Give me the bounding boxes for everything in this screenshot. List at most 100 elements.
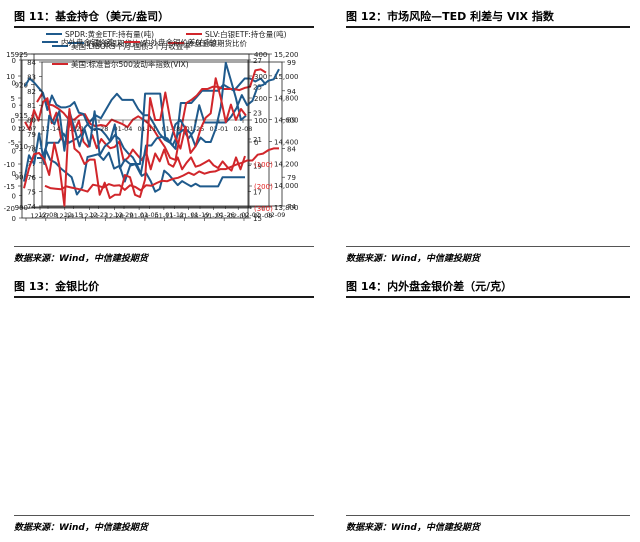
chart-panel-2-legend-label: 美国:标准普尔500波动率指数(VIX) [71, 59, 189, 69]
chart-panel-4-x-tick-label: 02-08 [234, 125, 253, 133]
panel-title: 图 11：基金持仓（美元/盎司） [14, 10, 170, 23]
chart-panel-3-left-tick-label: 78 [27, 145, 36, 153]
chart-panel-3-x-tick-label: 01-05 [140, 211, 159, 219]
chart-panel-4-x-tick-label: 12-07 [18, 125, 37, 133]
chart-panel-4-x-tick-label: 01-04 [114, 125, 133, 133]
chart-panel-4-left-tick-label: 10 [6, 73, 15, 81]
chart-panel-3-left-tick-label: 83 [27, 73, 36, 81]
chart-panel-1-x-tick-label: 02-08 [254, 212, 273, 220]
chart-panel-4-legend-label: 内外盘金银价差(右轴) [143, 37, 216, 47]
chart-panel-2-left-tick-label: 0 [12, 102, 16, 110]
chart-panel-4-right-tick-label: (300) [254, 205, 273, 213]
chart-panel-2-left-tick-label: 0 [12, 215, 16, 223]
chart-panel-3-x-tick-label: 12-08 [39, 211, 58, 219]
chart-panel-4-left-tick-label: 0 [11, 117, 15, 125]
chart-panel-3-right-tick-label: 79 [287, 174, 296, 182]
source-note: 数据来源：Wind，中信建投期货 [346, 254, 480, 264]
chart-panel-3-x-tick-label: 01-26 [216, 211, 235, 219]
chart-panel-2-right-tick-label: 15 [253, 215, 262, 223]
chart-panel-4-right-tick-label: 100 [254, 117, 267, 125]
chart-panel-3-legend-label: 内盘金银期货比价 [87, 38, 147, 48]
chart-panel-2-series-line-2 [24, 97, 246, 172]
chart-panel-2-right-tick-label: 23 [253, 110, 262, 118]
chart-panel-1-x-tick-label: 01-11 [154, 212, 173, 220]
chart-panel-4-x-tick-label: 12-14 [42, 125, 61, 133]
title-rule [346, 296, 630, 298]
chart-panel-3-left-tick-label: 82 [27, 88, 36, 96]
panel-spread: 图 14：内外盘金银价差（元/克） 15 10 5 0 -5 -10 -15 -20 400 30… [4, 37, 630, 538]
chart-panel-3-left-tick-label: 80 [27, 117, 36, 125]
chart-panel-1-x-tick-label: 01-18 [179, 212, 198, 220]
chart-panel-4: 151050-5-10-15-204003002001000(100)(200)… [4, 37, 274, 213]
chart-panel-3-right-tick-label: 89 [287, 117, 296, 125]
chart-panel-4-right-tick-label: 300 [254, 73, 267, 81]
chart-panel-1-x-tick-label: 12-21 [80, 212, 99, 220]
panel-title: 图 14：内外盘金银价差（元/克） [346, 280, 513, 293]
chart-panel-2-right-tick-label: 27 [253, 57, 262, 65]
chart-panel-1-x-tick-label: 01-04 [130, 212, 149, 220]
chart-panel-3-left-tick-label: 84 [27, 59, 36, 67]
chart-panel-3-x-tick-label: 01-12 [165, 211, 184, 219]
source-rule [14, 246, 314, 247]
chart-panel-1-x-tick-label: 12-14 [55, 212, 74, 220]
chart-panel-1-right-tick-label: 15,200 [274, 51, 299, 59]
chart-panel-3-x-tick-label: 12-29 [115, 211, 134, 219]
chart-panel-1-right-tick-label: 13,800 [274, 204, 299, 212]
chart-panel-1-x-tick-label: 12-07 [31, 212, 50, 220]
title-rule [14, 296, 314, 298]
chart-panel-4-x-tick-label: 01-18 [162, 125, 181, 133]
source-note: 数据来源：Wind，中信建投期货 [14, 523, 148, 533]
chart-panel-3-right-tick-label: 74 [287, 203, 296, 211]
chart-panel-3-x-tick-label: 02-02 [241, 211, 260, 219]
chart-panel-1-legend-label: SPDR:黄金ETF:持有量(吨) [65, 29, 154, 39]
source-rule [14, 515, 314, 516]
chart-panel-2-left-tick-label: 0 [12, 170, 16, 178]
chart-panel-3-series-line-1 [44, 68, 280, 196]
chart-panel-4-x-tick-label: 12-28 [90, 125, 109, 133]
chart-panel-3-right-tick-label: 84 [287, 145, 296, 153]
chart-panel-3-x-tick-label: 02-09 [267, 211, 286, 219]
source-note: 数据来源：Wind，中信建投期货 [346, 523, 480, 533]
title-rule [346, 26, 630, 28]
chart-panel-3-right-tick-label: 94 [287, 88, 296, 96]
chart-panel-3-left-tick-label: 76 [27, 174, 36, 182]
chart-panel-4-right-tick-label: 200 [254, 95, 267, 103]
chart-panel-1-right-tick-label: 14,800 [274, 95, 299, 103]
chart-panel-3-left-tick-label: 79 [27, 131, 36, 139]
chart-panel-3-left-tick-label: 74 [27, 203, 36, 211]
chart-panel-1-x-tick-label: 01-25 [204, 212, 223, 220]
chart-panel-2-right-tick-label: 19 [253, 162, 262, 170]
source-rule [346, 515, 630, 516]
chart-panel-4-plot-frame [20, 53, 250, 209]
chart-panel-1-right-tick-label: 14,200 [274, 160, 299, 168]
chart-panel-2-legend-label: 美国:LIBOR3个月-国债3个月收益率 [71, 41, 191, 51]
chart-panel-4-x-tick-label: 01-25 [186, 125, 205, 133]
chart-panel-2-left-tick-label: 0 [12, 147, 16, 155]
chart-panel-1-legend-label: SLV:白银ETF:持仓量(吨) [205, 29, 287, 39]
chart-panel-4-left-tick-label: -5 [8, 139, 15, 147]
chart-panel-3-left-tick-label: 81 [27, 102, 36, 110]
chart-panel-1-right-tick-label: 14,400 [274, 138, 299, 146]
plot-area: 151050-5-10-15-204003002001000(100)(200)… [4, 37, 274, 213]
chart-panel-1-series-line-2 [36, 68, 267, 161]
panel-title: 图 12：市场风险—TED 利差与 VIX 指数 [346, 10, 554, 23]
chart-panel-1-x-tick-label: 12-28 [105, 212, 124, 220]
chart-panel-3-x-tick-label: 01-19 [191, 211, 210, 219]
panel-gold-silver-ratio: 图 13：金银比价 84 83 82 81 80 79 78 77 76 75 74 99 94 89 84… [14, 38, 314, 538]
chart-panel-3-left-tick-label: 75 [27, 189, 36, 197]
chart-panel-4-right-tick-label: (100) [254, 161, 273, 169]
chart-panel-1-right-tick-label: 14,000 [274, 182, 299, 190]
panel-title: 图 13：金银比价 [14, 280, 100, 293]
chart-panel-4-left-tick-label: -10 [4, 161, 15, 169]
chart-panel-2-series-line-1 [24, 77, 245, 193]
chart-panel-2-right-tick-label: 17 [253, 189, 262, 197]
chart-panel-4-legend-label: 内外盘金银价差 [61, 37, 114, 47]
panel-ted-vix: 图 12：市场风险—TED 利差与 VIX 指数 0 0 0 0 0 0 0 0 27 25 23 2… [12, 8, 630, 268]
chart-panel-4-x-tick-label: 02-01 [210, 125, 229, 133]
chart-panel-4-right-tick-label: 0 [254, 139, 258, 147]
chart-panel-3-series-line-2 [44, 147, 279, 193]
chart-panel-1-x-tick-label: 02-01 [229, 212, 248, 220]
chart-panel-3-x-tick-label: 12-22 [89, 211, 108, 219]
